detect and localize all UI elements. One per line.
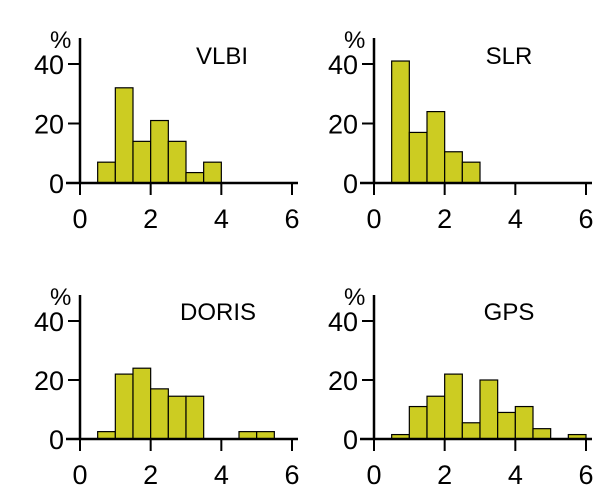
x-tick-label: 6 [284,204,299,234]
y-tick-label: 40 [34,307,64,337]
panel-doris: 0 20 40 0 2 4 6% DORIS [34,284,300,490]
y-axis-unit-label: % [50,27,71,54]
panel-vlbi: 0 20 40 0 2 4 6% VLBI [34,27,300,234]
x-tick-label: 2 [143,204,158,234]
y-tick-label: 20 [328,366,358,396]
y-tick-label: 20 [34,366,64,396]
y-tick-label: 40 [34,50,64,80]
histogram-bar [97,161,116,184]
histogram-bar [132,140,152,184]
y-tick-label: 40 [328,50,358,80]
histogram-bar [185,171,205,184]
panel-slr: 0 20 40 0 2 4 6% SLR [328,27,594,234]
histogram-bar [497,411,516,440]
panel-title: SLR [486,43,533,70]
x-tick-label: 4 [508,460,523,490]
panel-gps: 0 20 40 0 2 4 6% GPS [328,284,594,490]
histogram-bar [532,428,552,440]
x-tick-label: 0 [72,204,87,234]
histogram-bar [444,373,463,440]
x-tick-label: 6 [284,460,299,490]
y-tick-label: 0 [343,425,358,455]
histogram-bar [150,388,169,440]
histogram-bar [203,161,222,184]
panel-title: GPS [484,299,535,326]
histogram-bar [408,405,428,440]
histogram-bar [391,60,410,184]
y-tick-label: 20 [34,110,64,140]
y-axis-unit-label: % [344,27,365,54]
x-tick-label: 0 [366,460,381,490]
histogram-bar [426,395,446,440]
x-tick-label: 2 [437,460,452,490]
x-tick-label: 2 [143,460,158,490]
histogram-bar [150,119,169,184]
histogram-bar [185,395,205,440]
x-tick-label: 0 [72,460,87,490]
x-tick-label: 4 [214,460,229,490]
histogram-bar [167,140,187,184]
panel-title: DORIS [180,299,256,326]
histogram-bar [408,131,428,184]
x-tick-label: 6 [578,460,593,490]
y-axis-unit-label: % [50,284,71,311]
histogram-bar [114,373,134,440]
histogram-bar [461,422,481,440]
histogram-bar [444,151,463,184]
histogram-bar [167,395,187,440]
histogram-bar [461,161,481,184]
x-tick-label: 0 [366,204,381,234]
histogram-bar [426,110,446,184]
panel-title: VLBI [196,43,248,70]
y-tick-label: 0 [343,169,358,199]
x-tick-label: 4 [508,204,523,234]
x-tick-label: 6 [578,204,593,234]
histogram-bar [514,405,534,440]
x-tick-label: 2 [437,204,452,234]
y-tick-label: 0 [49,425,64,455]
y-tick-label: 20 [328,110,358,140]
histogram-bar [479,379,499,440]
y-axis-unit-label: % [344,284,365,311]
y-tick-label: 40 [328,307,358,337]
x-tick-label: 4 [214,204,229,234]
histogram-bar [114,87,134,184]
y-tick-label: 0 [49,169,64,199]
histogram-bar [132,367,152,440]
